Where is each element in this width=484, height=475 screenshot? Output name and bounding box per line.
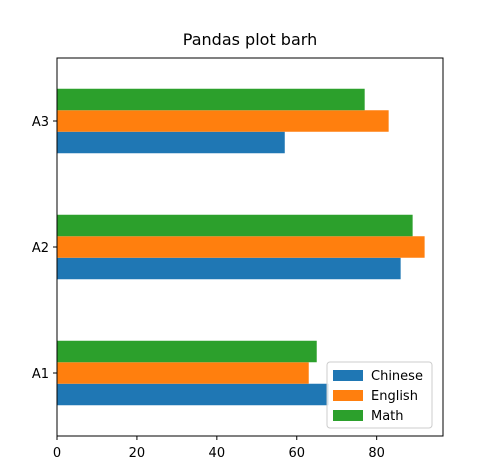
- x-tick-label-60: 60: [288, 446, 305, 461]
- bar-a3-chinese: [57, 131, 285, 154]
- x-tick-label-20: 20: [129, 446, 146, 461]
- axes-group: A1 A2 A3 0 20 40 60 80: [32, 57, 444, 461]
- bars-group: [57, 88, 425, 406]
- legend-label-english: English: [371, 389, 418, 404]
- bar-a3-english: [57, 110, 389, 132]
- y-tick-label-a3: A3: [32, 115, 49, 130]
- y-tick-label-a2: A2: [32, 241, 49, 256]
- bar-a2-chinese: [57, 257, 401, 280]
- plot-frame: [56, 57, 444, 437]
- chart-title: Pandas plot barh: [183, 30, 317, 49]
- x-tick-label-40: 40: [209, 446, 226, 461]
- x-tick-label-80: 80: [368, 446, 385, 461]
- y-tick-label-a1: A1: [32, 367, 49, 382]
- bar-a2-math: [57, 214, 413, 237]
- legend-label-chinese: Chinese: [371, 369, 423, 384]
- legend-swatch-chinese: [333, 370, 363, 381]
- bar-a1-chinese: [57, 383, 329, 406]
- legend-swatch-math: [333, 410, 363, 421]
- bar-a2-english: [57, 236, 425, 258]
- bar-a1-math: [57, 340, 317, 363]
- x-tick-label-0: 0: [53, 446, 61, 461]
- legend: Chinese English Math: [326, 361, 433, 429]
- bar-a1-english: [57, 362, 309, 384]
- legend-swatch-english: [333, 390, 363, 401]
- bar-a3-math: [57, 88, 365, 111]
- legend-label-math: Math: [371, 409, 404, 424]
